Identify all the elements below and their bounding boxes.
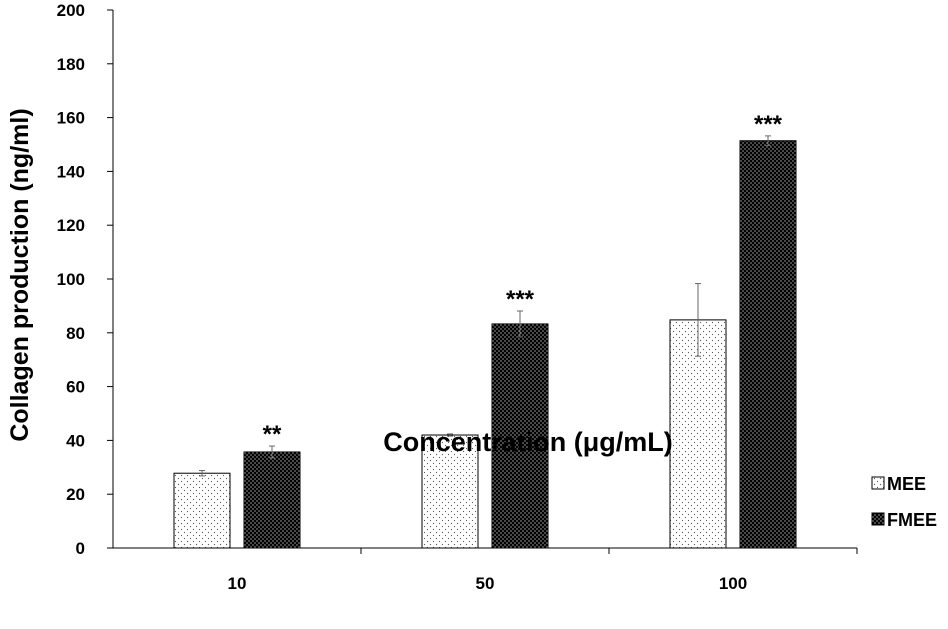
x-tick-label: 100 — [719, 574, 747, 593]
y-tick-label: 180 — [57, 55, 85, 74]
bar-fmee-100 — [739, 140, 797, 549]
y-tick-label: 100 — [57, 270, 85, 289]
legend-label-fmee: FMEE — [887, 510, 937, 530]
y-tick-label: 200 — [57, 1, 85, 20]
y-tick-label: 80 — [66, 324, 85, 343]
y-axis-title: Collagen production (ng/ml) — [6, 108, 34, 441]
x-tick-label: 10 — [228, 574, 247, 593]
bar-fmee-50 — [491, 323, 549, 549]
y-tick-label: 40 — [66, 431, 85, 450]
bar-fmee-10 — [243, 451, 301, 549]
bar-mee-10 — [173, 472, 231, 549]
legend-swatch-fmee — [871, 512, 885, 526]
y-tick-label: 60 — [66, 378, 85, 397]
significance-label: *** — [754, 111, 783, 138]
y-tick-label: 120 — [57, 216, 85, 235]
significance-label: *** — [506, 286, 535, 313]
bar-mee-100 — [669, 319, 727, 549]
y-tick-label: 140 — [57, 162, 85, 181]
y-tick-label: 160 — [57, 109, 85, 128]
legend-swatch-mee — [871, 476, 885, 490]
y-tick-label: 0 — [76, 539, 85, 558]
y-tick-label: 20 — [66, 485, 85, 504]
x-axis-title: Concentration (μg/mL) — [383, 427, 673, 457]
significance-label: ** — [263, 421, 282, 448]
x-tick-label: 50 — [476, 574, 495, 593]
legend-label-mee: MEE — [887, 474, 926, 494]
